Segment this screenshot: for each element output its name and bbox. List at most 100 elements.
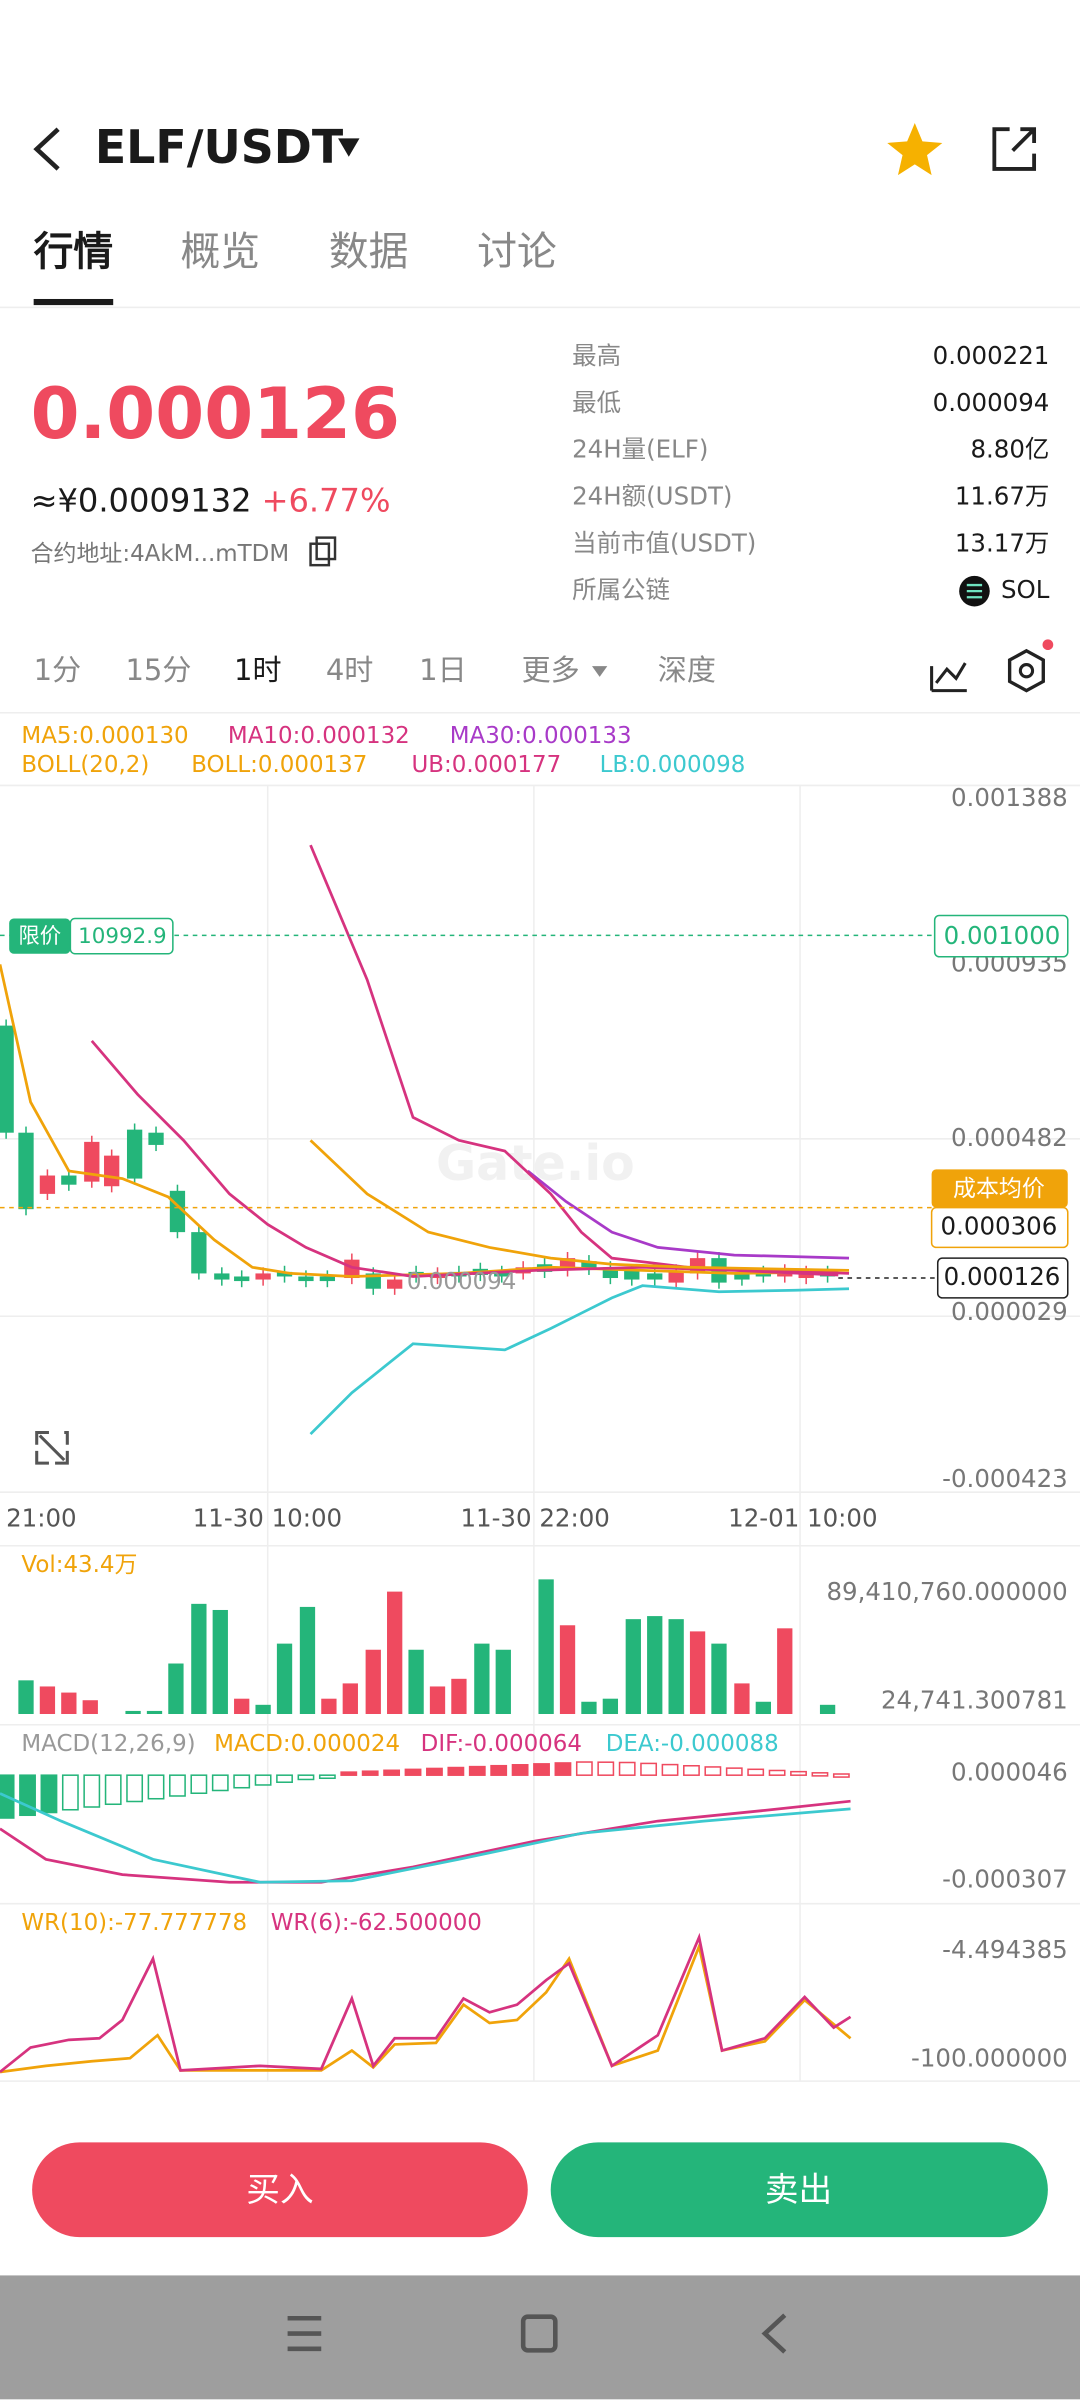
cny-price: ≈¥0.0009132 xyxy=(31,481,252,519)
sell-button[interactable] xyxy=(550,2142,1048,2238)
macd-bar xyxy=(554,1762,572,1776)
macd-bar xyxy=(276,1774,293,1783)
volume-bar xyxy=(647,1616,663,1714)
timeframe[interactable]: 更多 xyxy=(522,653,580,687)
tab[interactable]: 概览 xyxy=(181,229,261,275)
macd-bar xyxy=(404,1768,422,1776)
volume-bar xyxy=(451,1678,467,1714)
boll-ub-line xyxy=(309,844,850,1275)
boll-label: LB:0.000098 xyxy=(600,752,746,778)
pair-title[interactable]: ELF/USDT xyxy=(95,120,344,174)
volume-axis: 89,410,760.000000 xyxy=(826,1577,1067,1606)
volume-bar xyxy=(625,1619,641,1714)
stats: 最高 0.000221 最低 0.000094 24H量(ELF) 8.80亿 24H额(U… xyxy=(572,341,1050,604)
timeframe[interactable]: 15分 xyxy=(125,653,191,687)
macd-bar xyxy=(233,1774,251,1789)
volume-bar xyxy=(581,1701,597,1714)
nav-home[interactable] xyxy=(520,2314,558,2353)
notification-dot xyxy=(1042,639,1054,651)
limit-price: 0.001000 xyxy=(944,921,1061,950)
dea-line xyxy=(0,1792,851,1884)
stat-value: SOL xyxy=(1001,575,1050,604)
settings-icon[interactable] xyxy=(1018,663,1035,679)
buy-label[interactable]: 买入 xyxy=(246,2170,313,2209)
volume-bar xyxy=(39,1686,56,1714)
timeframe[interactable]: 1时 xyxy=(234,653,282,687)
limit-tag xyxy=(69,917,174,955)
timeframes: 1分 15分 1时 4时 1日 更多 深度 xyxy=(34,653,716,687)
boll-mid-line xyxy=(309,1139,850,1272)
buy-button[interactable] xyxy=(32,2142,528,2238)
wr6-line xyxy=(0,1932,852,2074)
ma5-line xyxy=(0,964,839,1278)
share-icon[interactable] xyxy=(992,127,1037,171)
macd-bar xyxy=(61,1774,79,1811)
volume-label: Vol:43.4万 xyxy=(21,1552,137,1578)
price-change: +6.77% xyxy=(262,481,391,519)
boll-lb-line xyxy=(309,1284,850,1436)
indicator-icon[interactable] xyxy=(930,662,967,693)
volume-bar xyxy=(538,1579,554,1714)
volume-bar xyxy=(82,1700,98,1714)
copy-icon[interactable] xyxy=(315,536,337,561)
volume-bar xyxy=(61,1692,77,1714)
macd-bar xyxy=(747,1768,765,1776)
ma-label: MA10:0.000132 xyxy=(228,723,410,749)
volume-bar xyxy=(819,1704,836,1714)
copy-icon[interactable] xyxy=(309,542,331,567)
cost-tag xyxy=(930,1206,1069,1249)
stat-label: 当前市值(USDT) xyxy=(572,528,756,557)
favorite-icon[interactable] xyxy=(887,123,943,176)
timeframe[interactable]: 深度 xyxy=(658,653,716,687)
low-label: 0.000094 xyxy=(407,1269,516,1295)
back-icon[interactable] xyxy=(33,127,60,171)
contract-address: 合约地址:4AkM...mTDM xyxy=(31,541,290,567)
tab[interactable]: 数据 xyxy=(329,229,409,275)
sell-label[interactable]: 卖出 xyxy=(765,2170,832,2209)
timeframe[interactable]: 1日 xyxy=(419,653,467,687)
macd-bar xyxy=(790,1770,807,1776)
current-price: 0.000126 xyxy=(944,1262,1061,1291)
watermark: Gate.io xyxy=(436,1135,635,1192)
nav-back[interactable] xyxy=(761,2313,787,2354)
volume-bar xyxy=(234,1698,250,1714)
volume-bar xyxy=(689,1631,706,1714)
candle xyxy=(624,1270,640,1280)
stat-value: 11.67万 xyxy=(955,482,1050,511)
timeframe[interactable]: 4时 xyxy=(326,653,374,687)
macd-bar xyxy=(383,1769,401,1776)
expand-icon[interactable] xyxy=(35,1430,69,1465)
timeframe[interactable]: 1分 xyxy=(34,653,82,687)
current-tag xyxy=(936,1257,1069,1299)
limit-tag xyxy=(9,918,71,954)
dropdown-icon[interactable] xyxy=(338,138,360,157)
macd-bar xyxy=(40,1774,58,1814)
stat-value: 0.000094 xyxy=(933,388,1050,417)
nav-menu[interactable] xyxy=(287,2315,322,2352)
cost-value: 0.000306 xyxy=(941,1212,1058,1241)
stat-label: 最低 xyxy=(572,388,621,417)
tab[interactable]: 讨论 xyxy=(477,229,557,275)
macd-bar xyxy=(211,1774,229,1792)
volume-bar xyxy=(668,1619,684,1714)
volume-bar xyxy=(387,1591,403,1714)
macd-bar xyxy=(618,1761,636,1776)
wr10-line xyxy=(0,1941,852,2074)
macd-axis: -0.000307 xyxy=(942,1865,1068,1894)
volume-bar xyxy=(146,1710,163,1714)
candle xyxy=(84,1141,100,1182)
volume-bar xyxy=(168,1663,184,1714)
tab[interactable]: 行情 xyxy=(34,229,114,275)
macd-bar xyxy=(640,1762,658,1776)
settings-icon[interactable] xyxy=(1007,648,1045,693)
volume-bar xyxy=(125,1710,141,1714)
candle xyxy=(255,1273,271,1280)
candle xyxy=(0,1025,14,1133)
candle xyxy=(734,1273,750,1280)
candle xyxy=(18,1132,34,1210)
macd-bar xyxy=(83,1774,101,1808)
wr-label: WR(10):-77.777778 xyxy=(21,1910,247,1936)
ma-label: MA30:0.000133 xyxy=(450,723,632,749)
